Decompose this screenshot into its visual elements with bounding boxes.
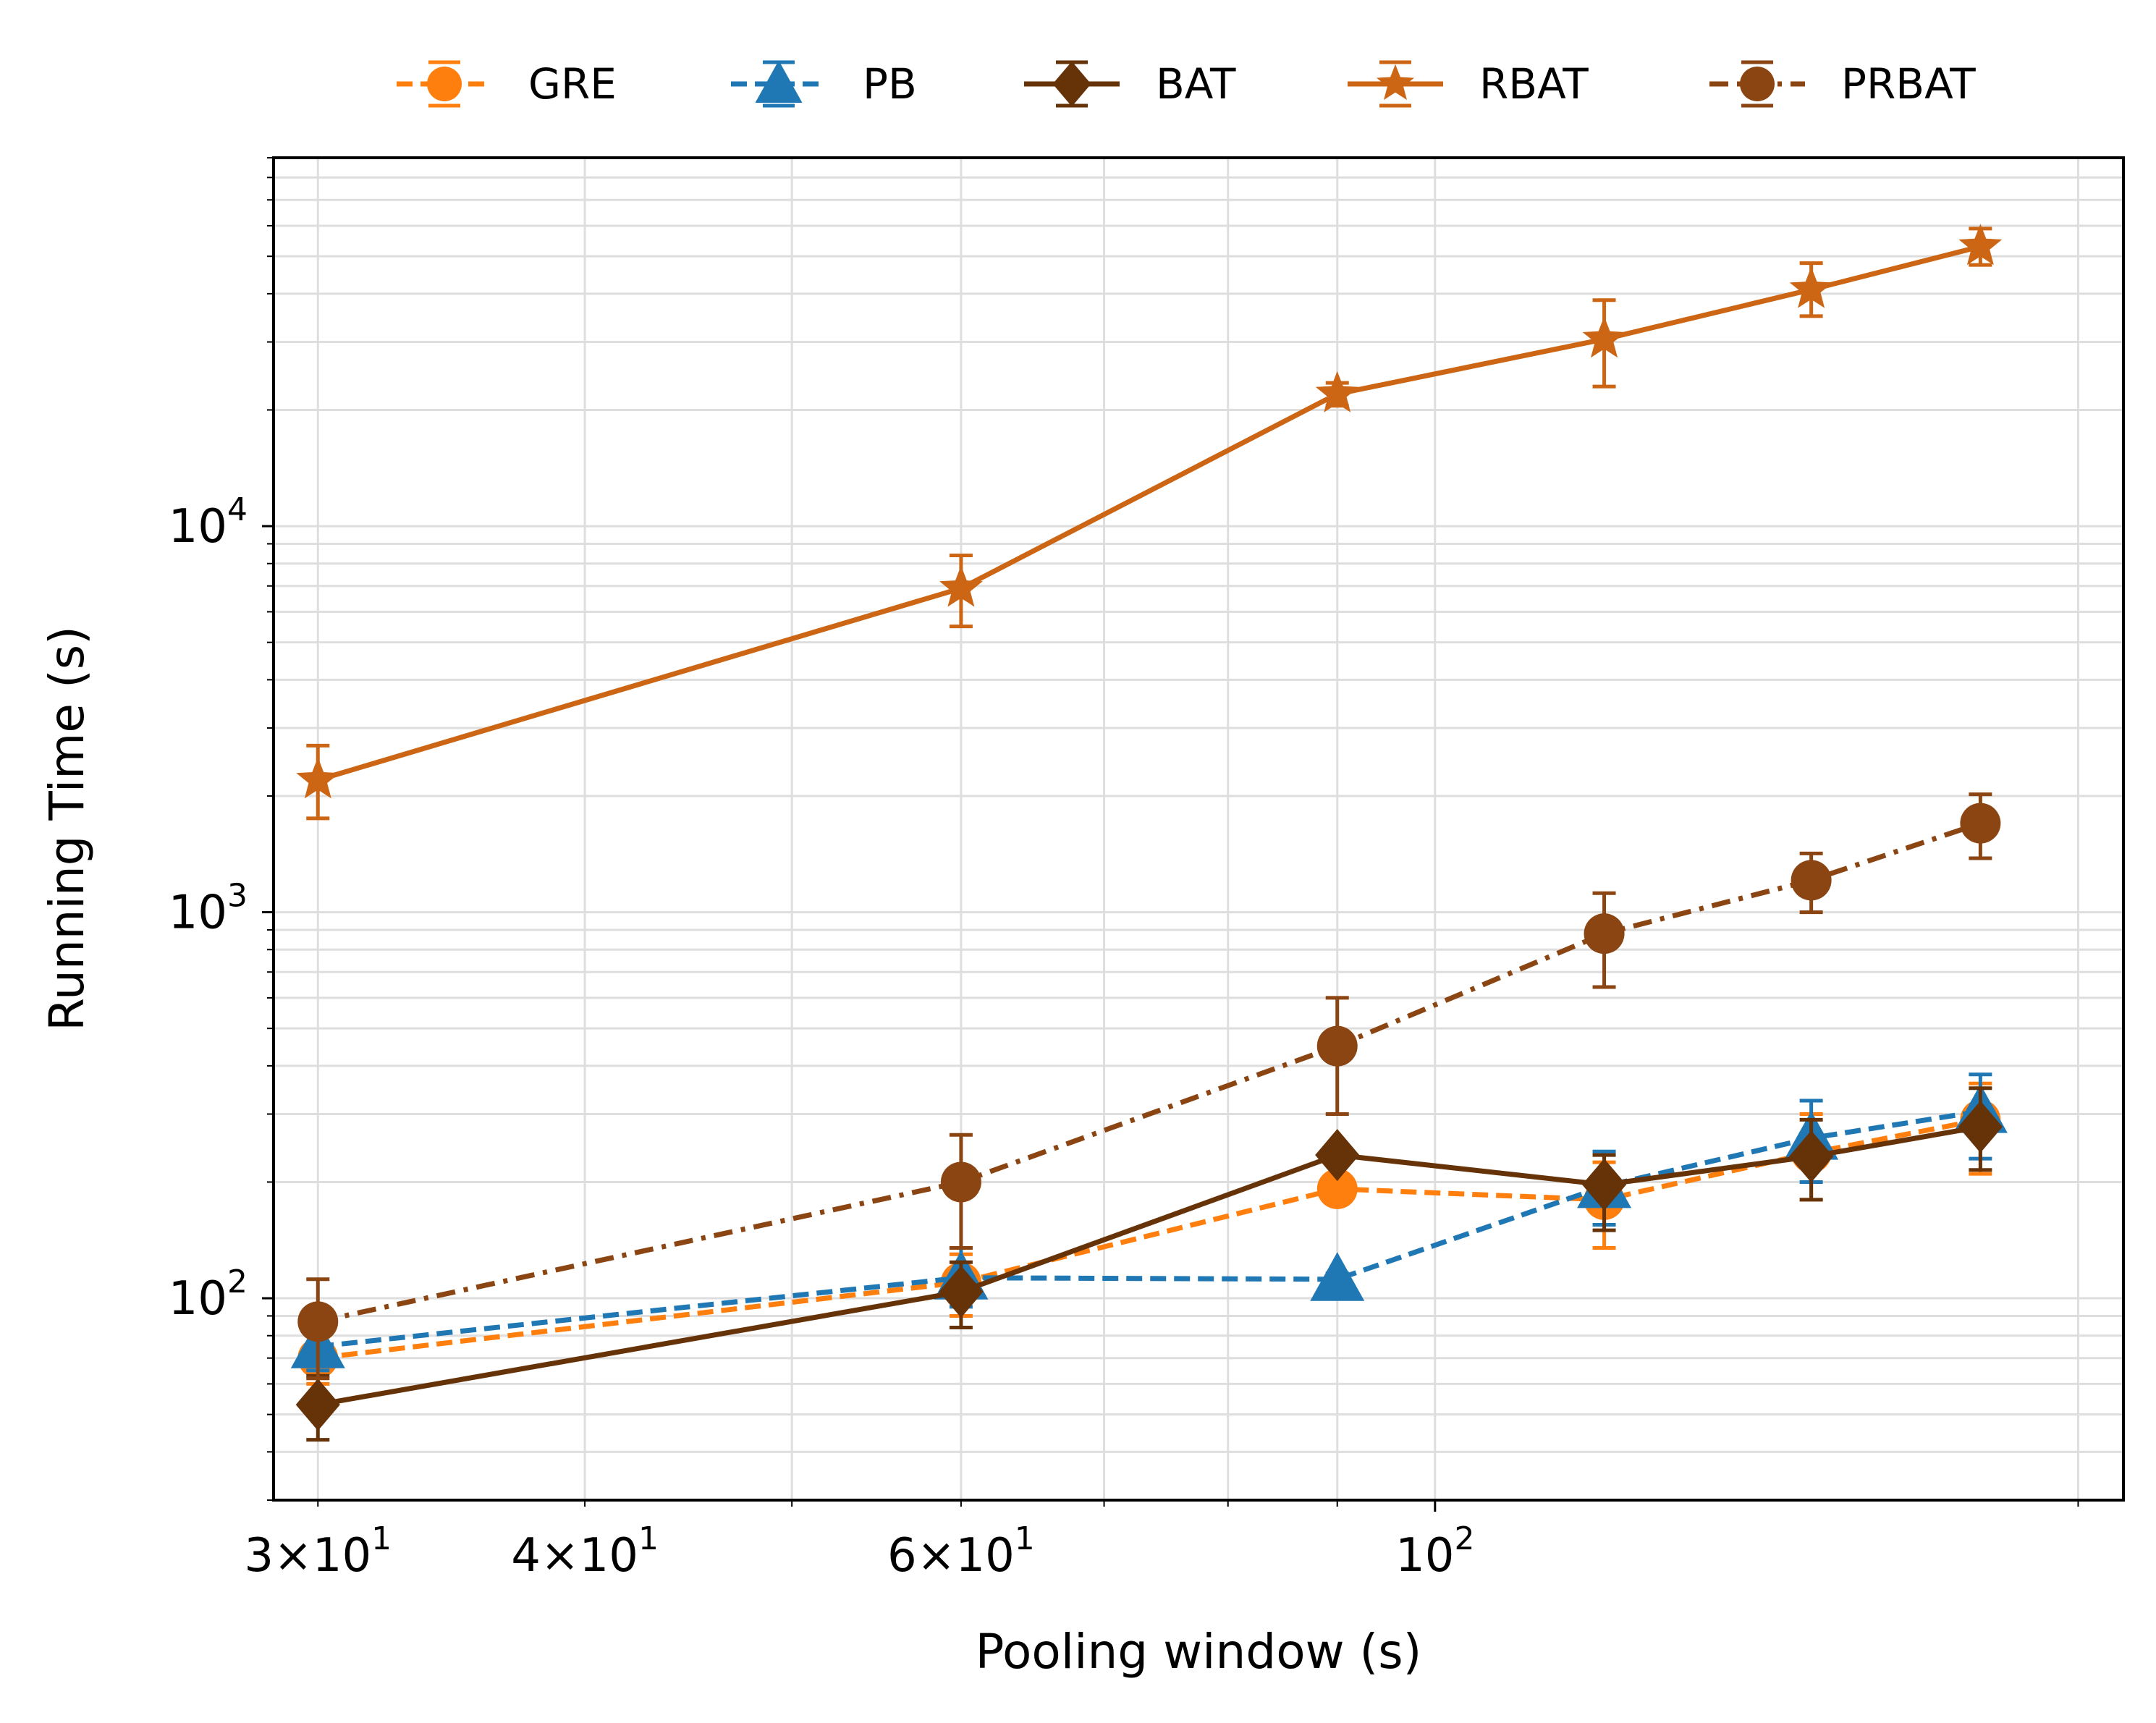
x-tick-label: 6×101 [887,1520,1035,1583]
data-point-rbat [1315,371,1359,412]
legend-entry-bat: BAT [1024,59,1236,109]
data-point-bat [1789,1130,1834,1183]
data-point-bat [1315,1129,1360,1182]
legend-marker-prbat [1740,67,1775,101]
legend-label: BAT [1156,59,1236,109]
data-point-bat [295,1379,340,1431]
x-tick-label: 4×101 [511,1520,659,1583]
data-point-prbat [1584,913,1625,954]
series-rbat [296,224,2003,821]
data-point-prbat [1960,803,2001,844]
plot-frame [272,156,2125,1502]
series-line-gre [317,1117,1982,1361]
x-axis-label: Pooling window (s) [976,1624,1422,1680]
legend-marker-pb [755,60,803,103]
legend-entry-pb: PB [731,59,917,109]
data-point-rbat [1958,224,2003,266]
data-point-gre [1316,1168,1358,1209]
series-prbat [297,792,2001,1381]
legend-entry-rbat: RBAT [1348,59,1589,109]
legend-marker-bat [1052,61,1091,107]
series-layer [290,224,2008,1442]
data-point-pb [1310,1252,1365,1301]
data-point-bat [1581,1158,1627,1211]
data-point-rbat [1582,316,1626,358]
series-line-bat [317,1124,1982,1407]
legend: GRE PB BAT RBAT PRBAT [397,59,1976,109]
legend-label: GRE [528,59,617,109]
y-axis-label: Running Time (s) [39,626,95,1031]
data-point-prbat [940,1161,981,1203]
series-line-pb [317,1109,1981,1350]
legend-marker-rbat [1377,64,1414,101]
x-tick-label: 3×101 [244,1520,392,1583]
data-point-prbat [1791,860,1832,901]
series-line-rbat [317,244,1982,783]
series-bat [295,1086,2003,1442]
data-point-bat [1958,1101,2003,1153]
legend-label: PB [863,59,917,109]
legend-entry-gre: GRE [397,59,617,109]
legend-label: RBAT [1479,59,1589,109]
legend-entry-prbat: PRBAT [1709,59,1976,109]
legend-marker-gre [427,67,462,101]
data-point-bat [939,1265,984,1318]
data-point-rbat [939,565,983,607]
data-point-prbat [1316,1025,1358,1067]
data-point-rbat [1789,266,1833,308]
legend-label: PRBAT [1841,59,1976,109]
data-point-rbat [296,757,340,799]
series-line-prbat [317,821,1982,1324]
data-point-prbat [297,1301,339,1342]
